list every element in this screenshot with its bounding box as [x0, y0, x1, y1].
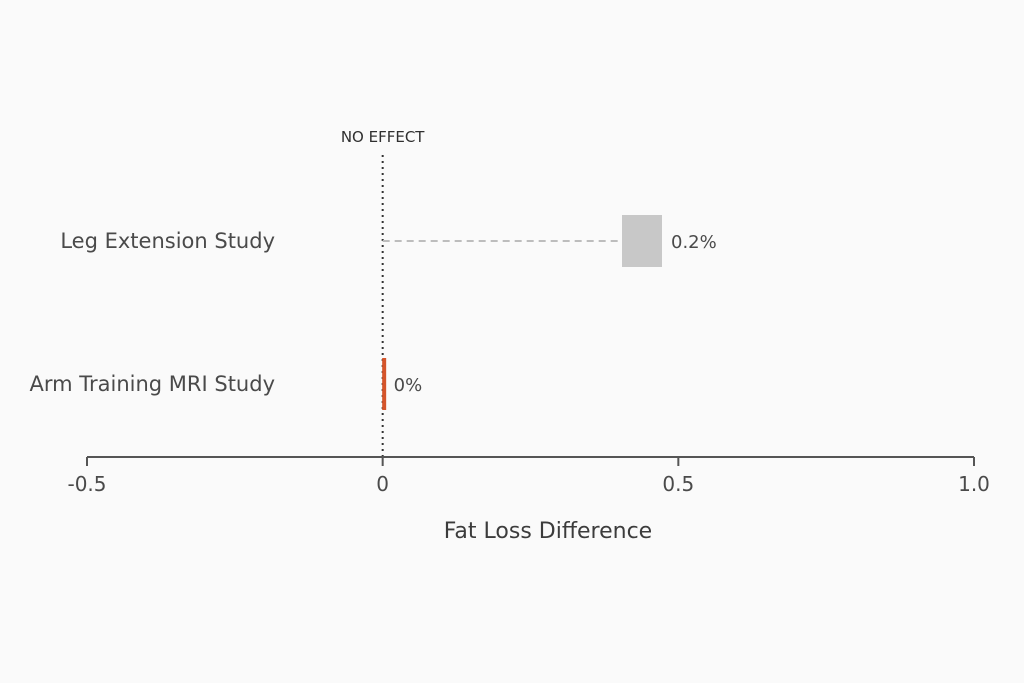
x-axis-title: Fat Loss Difference [444, 519, 652, 544]
x-tick-label: 1.0 [958, 472, 990, 496]
x-tick-label: -0.5 [67, 472, 106, 496]
study-row: Arm Training MRI Study 0% [29, 358, 422, 410]
effect-estimate-marker [382, 358, 387, 410]
study-rows: Leg Extension Study 0.2% Arm Training MRI … [29, 215, 717, 410]
effect-value-label: 0% [394, 375, 423, 396]
effect-estimate-marker [622, 215, 662, 267]
effect-value-label: 0.2% [671, 232, 717, 253]
x-tick-label: 0.5 [662, 472, 694, 496]
no-effect-label: NO EFFECT [341, 128, 425, 146]
study-label: Leg Extension Study [60, 229, 275, 253]
study-row: Leg Extension Study 0.2% [60, 215, 717, 267]
study-label: Arm Training MRI Study [29, 372, 275, 396]
x-axis-ticks: -0.5 0 0.5 1.0 [67, 457, 990, 496]
x-tick-label: 0 [376, 472, 389, 496]
